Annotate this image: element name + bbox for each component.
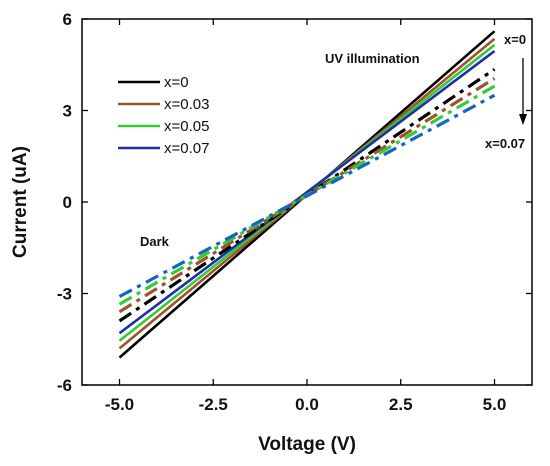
x-tick-label: 2.5 xyxy=(389,395,413,414)
x-tick-label: -5.0 xyxy=(105,395,134,414)
series-layer xyxy=(118,30,496,359)
x-axis-title: Voltage (V) xyxy=(258,434,356,455)
y-tick-label: -6 xyxy=(57,376,72,395)
y-tick-label: 3 xyxy=(63,102,72,121)
arrow-start-label: x=0 xyxy=(504,32,526,47)
legend-label-x-0-05: x=0.05 xyxy=(164,118,209,135)
legend-label-x-0: x=0 xyxy=(164,74,189,91)
x-tick-label: 0.0 xyxy=(295,395,319,414)
series-line-dark-x-0-07 xyxy=(118,93,496,298)
tick-layer: -5.0 -2.5 0.0 2.5 5.0 -6 -3 0 3 6 xyxy=(57,10,532,414)
legend-label-x-0-03: x=0.03 xyxy=(164,96,209,113)
arrow-end-label: x=0.07 xyxy=(485,136,525,151)
y-tick-label: 6 xyxy=(63,10,72,29)
legend: x=0 x=0.03 x=0.05 x=0.07 xyxy=(118,74,209,157)
dark-label: Dark xyxy=(140,234,170,249)
y-tick-label: 0 xyxy=(63,193,72,212)
y-tick-label: -3 xyxy=(57,285,72,304)
x-tick-label: 5.0 xyxy=(483,395,507,414)
y-axis-title: Current (uA) xyxy=(10,146,31,258)
legend-label-x-0-07: x=0.07 xyxy=(164,140,209,157)
trend-arrow-head xyxy=(519,114,527,125)
uv-illumination-label: UV illumination xyxy=(325,51,420,66)
series-line-uv-illumination-x-0-07 xyxy=(118,49,496,335)
x-tick-label: -2.5 xyxy=(199,395,228,414)
